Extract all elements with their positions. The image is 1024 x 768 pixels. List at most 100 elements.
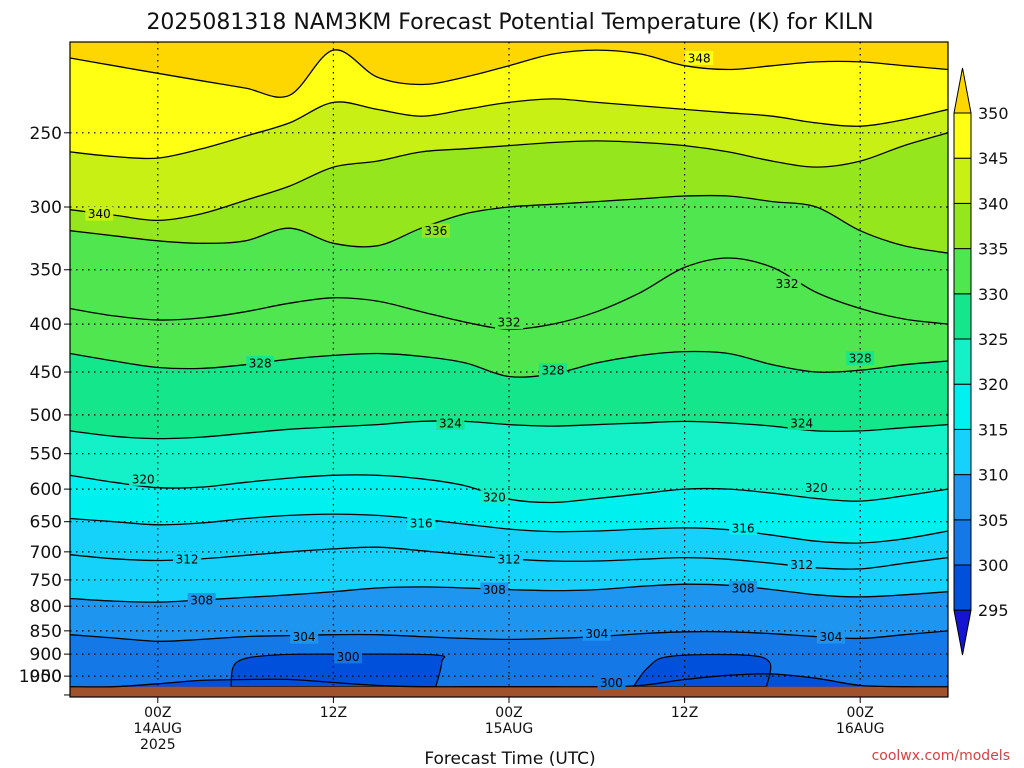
- contour-label-316-14: 316: [729, 520, 758, 535]
- contour-label-bg: [538, 363, 567, 378]
- contour-label-text: 324: [439, 416, 462, 430]
- contour-label-bg: [334, 649, 363, 664]
- x-tick-label-6-0: 00Z: [144, 705, 171, 721]
- contour-label-304-23: 304: [816, 629, 845, 644]
- contour-label-308-20: 308: [729, 580, 758, 595]
- contour-label-bg: [597, 675, 626, 690]
- y-tick-label-400: 400: [30, 315, 62, 335]
- colorbar-label-340: 340: [978, 194, 1009, 213]
- y-tick-label-900: 900: [30, 645, 62, 665]
- contour-label-320-10: 320: [129, 471, 158, 486]
- contour-label-308-19: 308: [480, 582, 509, 597]
- contour-label-bg: [436, 415, 465, 430]
- contour-label-324-9: 324: [787, 415, 816, 430]
- cold-pool-overnight-15aug: [632, 653, 772, 688]
- contour-label-bg: [787, 415, 816, 430]
- contour-label-bg: [685, 50, 714, 65]
- contour-label-316-13: 316: [407, 515, 436, 530]
- contour-label-text: 332: [498, 316, 521, 330]
- contour-label-text: 308: [732, 581, 755, 595]
- contour-label-text: 308: [483, 583, 506, 597]
- cold-pool-layer: [230, 653, 772, 688]
- theta-band-348-352: [70, 42, 948, 98]
- contour-label-332-4: 332: [495, 315, 523, 330]
- contour-label-text: 304: [819, 630, 842, 644]
- contour-label-320-11: 320: [480, 490, 509, 505]
- plot-area: 348 340 336 332 332 328 328 328 324 324 320 320 320 3…: [70, 42, 948, 697]
- colorbar-label-295: 295: [978, 601, 1009, 620]
- contour-label-bg: [582, 626, 611, 641]
- contour-label-text: 300: [600, 676, 623, 690]
- contour-label-text: 312: [176, 552, 199, 566]
- theta-band-332-336: [70, 195, 948, 330]
- contour-label-300-24: 300: [334, 649, 363, 664]
- contour-label-bg: [846, 351, 875, 366]
- colorbar-label-325: 325: [978, 330, 1009, 349]
- contour-label-text: 304: [585, 627, 608, 641]
- colorbar-label-335: 335: [978, 240, 1009, 259]
- contour-label-text: 328: [541, 364, 564, 378]
- x-tick-label-6-2: 2025: [140, 737, 176, 753]
- contour-label-328-7: 328: [846, 351, 875, 366]
- theta-band-316-320: [70, 474, 948, 544]
- contour-label-bg: [773, 276, 802, 291]
- x-tick-label-18-0: 12Z: [320, 705, 347, 721]
- contour-label-bg: [480, 582, 509, 597]
- contour-label-bg: [729, 580, 758, 595]
- contour-label-text: 316: [732, 521, 755, 535]
- contour-label-text: 340: [88, 207, 111, 221]
- contour-label-text: 316: [410, 516, 433, 530]
- colorbar-label-300: 300: [978, 556, 1009, 575]
- contour-label-text: 328: [849, 352, 872, 366]
- contour-label-328-6: 328: [538, 363, 567, 378]
- contour-label-312-16: 312: [495, 551, 523, 566]
- colorbar-label-320: 320: [978, 375, 1009, 394]
- isentrope-316: [70, 513, 948, 544]
- contour-label-312-17: 312: [787, 557, 816, 572]
- contour-label-text: 320: [805, 481, 828, 495]
- y-tick-label-250: 250: [30, 124, 62, 144]
- colorbar-segment-345-350: [953, 112, 972, 159]
- colorbar-label-310: 310: [978, 466, 1009, 485]
- contour-label-300-25: 300: [597, 675, 626, 690]
- theta-band-344-348: [70, 49, 948, 159]
- contour-label-text: 332: [776, 277, 799, 291]
- contour-label-bg: [246, 355, 275, 370]
- colorbar-segment-305-310: [953, 474, 972, 521]
- contour-label-328-5: 328: [246, 355, 275, 370]
- contour-label-text: 320: [483, 491, 506, 505]
- contour-label-bg: [495, 551, 523, 566]
- chart-title: 2025081318 NAM3KM Forecast Potential Tem…: [146, 10, 873, 35]
- colorbar-segment-295-300: [953, 564, 972, 611]
- x-tick-label-54-1: 16AUG: [836, 721, 885, 737]
- contour-label-324-8: 324: [436, 415, 465, 430]
- y-axis: 250 300 350 400 450 500 550 600 650 700 750 800 850 9…: [19, 124, 70, 696]
- y-tick-label-950: 950: [30, 667, 62, 687]
- credit-text: coolwx.com/models: [872, 748, 1010, 764]
- contour-label-348-0: 348: [685, 50, 714, 65]
- contour-label-text: 304: [293, 630, 316, 644]
- contour-label-bg: [85, 206, 114, 221]
- colorbar-segment-320-325: [953, 338, 972, 385]
- contour-label-336-2: 336: [421, 223, 450, 238]
- colorbar-segment-330-335: [953, 248, 972, 295]
- theta-band-328-332: [70, 258, 948, 378]
- colorbar-segment-310-315: [953, 428, 972, 476]
- contour-label-text: 336: [424, 224, 447, 238]
- contour-label-bg: [816, 629, 845, 644]
- y-tick-label-300: 300: [30, 198, 62, 218]
- contour-label-308-18: 308: [187, 593, 216, 608]
- isentrope-332: [70, 257, 948, 330]
- contour-label-312-15: 312: [173, 551, 202, 566]
- colorbar-label-345: 345: [978, 149, 1009, 168]
- y-tick-label-500: 500: [30, 406, 62, 426]
- y-tick-label-1000: 1000: [19, 667, 62, 687]
- contour-label-340-1: 340: [85, 206, 114, 221]
- contour-label-text: 300: [337, 650, 360, 664]
- contour-label-text: 324: [790, 416, 813, 430]
- ground-surface: [70, 686, 948, 697]
- contour-label-bg: [480, 490, 509, 505]
- colorbar-label-350: 350: [978, 104, 1009, 123]
- x-axis-label: Forecast Time (UTC): [424, 749, 595, 768]
